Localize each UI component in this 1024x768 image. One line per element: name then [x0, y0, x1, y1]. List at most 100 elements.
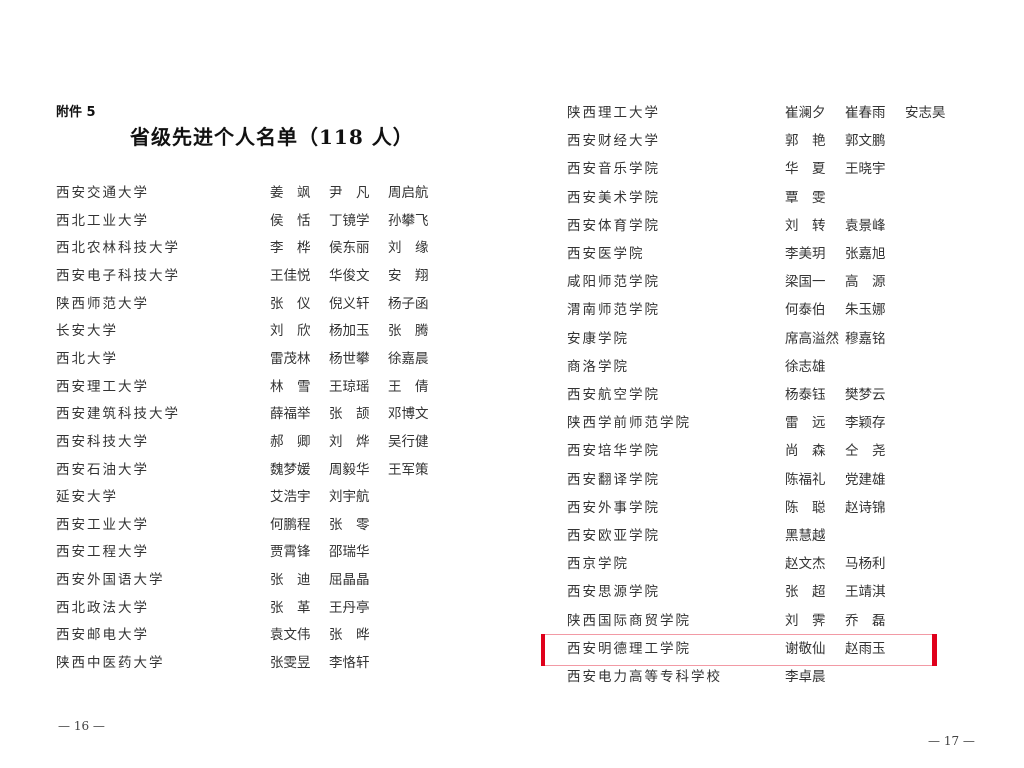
person-name: 倪义轩	[329, 295, 370, 312]
person-name: 杨子函	[388, 295, 429, 312]
organization-name: 西安石油大学	[56, 461, 149, 478]
person-name: 樊梦云	[845, 387, 886, 403]
person-name: 张 革	[270, 599, 311, 616]
list-row: 西安思源学院 张 超 王靖淇	[567, 582, 967, 602]
list-row: 西安理工大学 林 雪 王琼瑶 王 倩	[56, 377, 456, 397]
person-name: 崔春雨	[845, 105, 886, 121]
person-name: 黑慧越	[785, 528, 826, 544]
person-name: 李 桦	[270, 240, 311, 257]
person-name: 王丹亭	[329, 599, 370, 616]
person-name: 雷 远	[785, 415, 826, 432]
person-name: 赵诗锦	[845, 499, 886, 516]
list-row: 西安工程大学 贾霄锋 邵瑞华	[56, 542, 456, 562]
person-name: 刘 缘	[388, 240, 429, 257]
organization-name: 西安财经大学	[567, 133, 660, 150]
person-name: 李恪轩	[329, 655, 370, 672]
organization-name: 西安外事学院	[567, 499, 660, 516]
list-row: 西安工业大学 何鹏程 张 零	[56, 515, 456, 535]
list-row: 西安科技大学 郝 卿 刘 烨 吴行健	[56, 432, 456, 452]
person-name: 穆嘉铭	[845, 330, 886, 347]
list-row: 西安培华学院 尚 森 仝 尧	[567, 441, 967, 461]
person-name: 王靖淇	[845, 584, 886, 601]
organization-name: 西安邮电大学	[56, 627, 149, 644]
person-name: 周启航	[388, 185, 429, 201]
organization-name: 渭南师范学院	[567, 302, 660, 319]
organization-name: 商洛学院	[567, 358, 629, 375]
person-name: 高 源	[845, 274, 886, 291]
organization-name: 西安交通大学	[56, 185, 149, 201]
organization-name: 西安航空学院	[567, 387, 660, 403]
organization-name: 陕西学前师范学院	[567, 415, 691, 432]
person-name: 刘 烨	[329, 433, 370, 450]
person-name: 尹 凡	[329, 185, 370, 201]
list-row: 陕西理工大学 崔澜夕 崔春雨 安志昊	[567, 103, 967, 123]
list-row: 西北大学 雷茂林 杨世攀 徐嘉晨	[56, 349, 456, 369]
list-row: 西安航空学院 杨泰钰 樊梦云	[567, 385, 967, 405]
person-name: 刘宇航	[329, 489, 370, 506]
person-name: 杨加玉	[329, 323, 370, 340]
person-name: 乔 磊	[845, 612, 886, 629]
person-name: 周毅华	[329, 461, 370, 478]
organization-name: 西安建筑科技大学	[56, 406, 180, 423]
person-name: 陈福礼	[785, 471, 826, 488]
page-number-right: — 17 —	[928, 734, 975, 748]
page-title: 省级先进个人名单（118 人）	[130, 125, 414, 149]
person-name: 安志昊	[905, 105, 946, 121]
list-row: 陕西中医药大学 张雯昱 李恪轩	[56, 653, 456, 673]
person-name: 艾浩宇	[270, 489, 311, 506]
person-name: 王晓宇	[845, 161, 886, 178]
person-name: 王 倩	[388, 378, 429, 395]
person-name: 刘 欣	[270, 323, 311, 340]
organization-name: 长安大学	[56, 323, 118, 340]
person-name: 华俊文	[329, 267, 370, 284]
person-name: 王佳悦	[270, 267, 311, 284]
person-name: 安 翔	[388, 267, 429, 284]
person-name: 李卓晨	[785, 669, 826, 685]
list-row: 延安大学 艾浩宇 刘宇航	[56, 487, 456, 507]
list-row: 西北政法大学 张 革 王丹亭	[56, 598, 456, 618]
organization-name: 陕西理工大学	[567, 105, 660, 121]
person-name: 谢敬仙	[785, 640, 826, 657]
person-name: 马杨利	[845, 556, 886, 573]
organization-name: 陕西国际商贸学院	[567, 612, 691, 629]
list-row: 西京学院 赵文杰 马杨利	[567, 554, 967, 574]
person-name: 郝 卿	[270, 433, 311, 450]
list-row: 西安外国语大学 张 迪 屈晶晶	[56, 570, 456, 590]
person-name: 覃 雯	[785, 189, 826, 206]
list-row: 陕西师范大学 张 仪 倪义轩 杨子函	[56, 294, 456, 314]
organization-name: 陕西师范大学	[56, 295, 149, 312]
organization-name: 西京学院	[567, 556, 629, 573]
person-name: 尚 森	[785, 443, 826, 460]
person-name: 薛福举	[270, 406, 311, 423]
list-row: 咸阳师范学院 梁国一 高 源	[567, 272, 967, 292]
list-row: 西安欧亚学院 黑慧越	[567, 526, 967, 546]
list-row: 西安音乐学院 华 夏 王晓宇	[567, 159, 967, 179]
organization-name: 西北工业大学	[56, 212, 149, 229]
person-name: 华 夏	[785, 161, 826, 178]
person-name: 徐志雄	[785, 358, 826, 375]
person-name: 张雯昱	[270, 655, 311, 672]
list-row: 西安财经大学 郭 艳 郭文鹏	[567, 131, 967, 151]
list-row: 西安交通大学 姜 飒 尹 凡 周启航	[56, 183, 456, 203]
list-row: 渭南师范学院 何泰伯 朱玉娜	[567, 300, 967, 320]
organization-name: 西安体育学院	[567, 217, 660, 234]
person-name: 郭文鹏	[845, 133, 886, 150]
person-name: 何泰伯	[785, 302, 826, 319]
person-name: 丁镜学	[329, 212, 370, 229]
page-number-left: — 16 —	[58, 719, 105, 733]
person-name: 王琼瑶	[329, 378, 370, 395]
list-row: 商洛学院 徐志雄	[567, 357, 967, 377]
list-row: 西安体育学院 刘 转 袁景峰	[567, 216, 967, 236]
list-row: 西安石油大学 魏梦媛 周毅华 王军策	[56, 460, 456, 480]
person-name: 张 超	[785, 584, 826, 601]
list-row: 西安电力高等专科学校 李卓晨	[567, 667, 967, 687]
person-name: 邵瑞华	[329, 544, 370, 561]
organization-name: 西安工业大学	[56, 516, 149, 533]
person-name: 张嘉旭	[845, 246, 886, 262]
organization-name: 西安工程大学	[56, 544, 149, 561]
list-row: 西安外事学院 陈 聪 赵诗锦	[567, 498, 967, 518]
person-name: 姜 飒	[270, 185, 311, 201]
organization-name: 延安大学	[56, 489, 118, 506]
organization-name: 安康学院	[567, 330, 629, 347]
list-row: 西安翻译学院 陈福礼 党建雄	[567, 470, 967, 490]
